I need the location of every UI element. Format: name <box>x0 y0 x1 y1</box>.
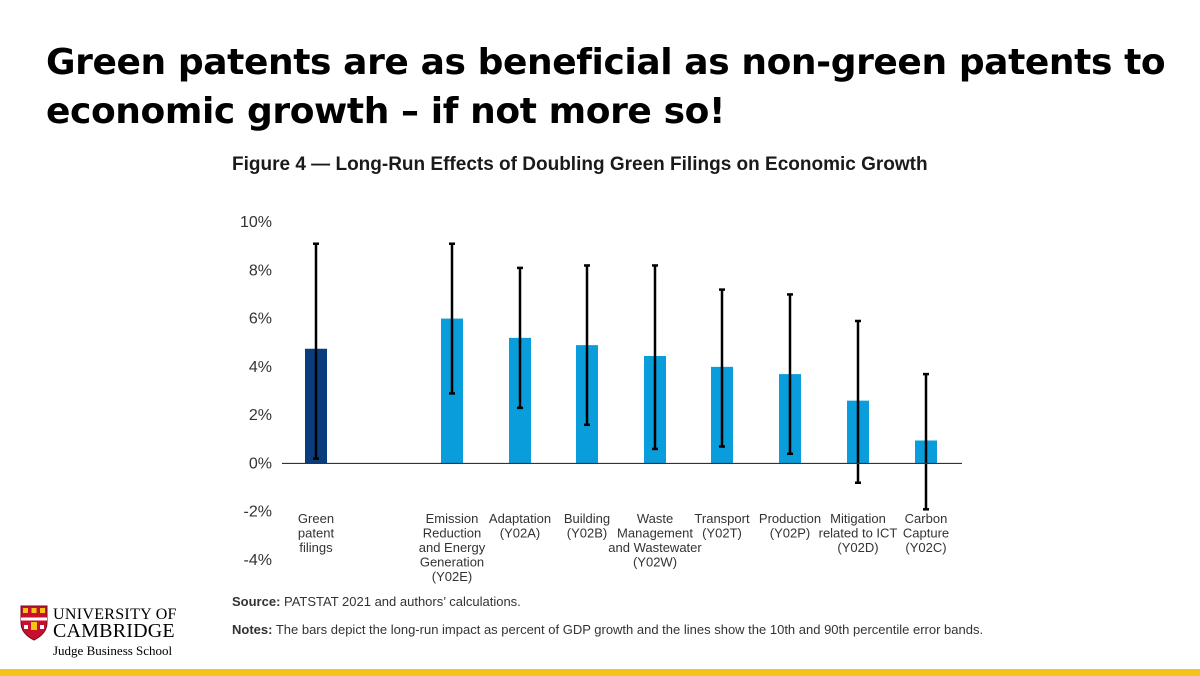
notes-note: Notes: The bars depict the long-run impa… <box>232 622 992 638</box>
x-tick-label: Building (Y02B) <box>564 511 610 541</box>
x-tick-label: Emission Reduction and Energy Generation (Y0… <box>419 511 486 584</box>
chart-title: Figure 4 — Long-Run Effects of Doubling … <box>232 154 928 175</box>
x-tick-label-line: Transport <box>694 511 750 526</box>
x-tick-label-line: (Y02D) <box>837 540 878 555</box>
y-tick-label: 0% <box>249 455 272 472</box>
y-axis: 10% 8% 6% 4% 2% 0% -2% -4% <box>240 214 272 569</box>
x-axis-labels: Green patent filings Emission Reduction and E… <box>298 511 949 584</box>
shield-icon <box>20 605 48 641</box>
x-tick-label-line: related to ICT <box>819 526 898 541</box>
x-tick-label-line: Waste <box>637 511 673 526</box>
x-tick-label-line: filings <box>299 540 333 555</box>
y-tick-label: -4% <box>244 552 272 569</box>
logo-line-2: CAMBRIDGE <box>53 620 175 642</box>
x-tick-label-line: Generation <box>420 555 484 570</box>
bottom-accent-bar <box>0 669 1200 676</box>
y-tick-label: 4% <box>249 359 272 376</box>
source-note: Source: PATSTAT 2021 and authors’ calcul… <box>232 594 992 610</box>
x-tick-label-line: and Wastewater <box>608 540 702 555</box>
y-tick-label: 10% <box>240 214 272 231</box>
x-tick-label: Adaptation (Y02A) <box>489 511 551 541</box>
x-tick-label-line: Capture <box>903 526 949 541</box>
slide-title: Green patents are as beneficial as non-g… <box>46 42 1166 132</box>
x-tick-label-line: Carbon <box>905 511 948 526</box>
x-tick-label-line: (Y02A) <box>500 526 540 541</box>
source-text: PATSTAT 2021 and authors’ calculations. <box>280 594 521 609</box>
x-tick-label-line: patent <box>298 526 335 541</box>
x-tick-label-line: Mitigation <box>830 511 886 526</box>
x-tick-label: Mitigation related to ICT (Y02D) <box>819 511 898 555</box>
notes-label: Notes: <box>232 622 273 637</box>
x-tick-label-line: Adaptation <box>489 511 551 526</box>
notes-text: The bars depict the long-run impact as p… <box>272 622 984 637</box>
x-tick-label-line: Management <box>617 526 693 541</box>
x-tick-label-line: (Y02B) <box>567 526 607 541</box>
x-tick-label-line: Emission <box>426 511 479 526</box>
y-tick-label: 8% <box>249 262 272 279</box>
x-tick-label-line: (Y02E) <box>432 569 472 584</box>
x-tick-label-line: (Y02T) <box>702 526 742 541</box>
x-tick-label-line: (Y02C) <box>905 540 946 555</box>
bars <box>305 318 937 464</box>
logo-text: UNIVERSITY OF CAMBRIDGE Judge Business S… <box>53 606 177 659</box>
bar-chart: 10% 8% 6% 4% 2% 0% -2% -4% Green patent filings Em… <box>240 214 962 584</box>
logo-line-3: Judge Business School <box>53 643 173 658</box>
y-tick-label: 2% <box>249 407 272 424</box>
x-tick-label-line: Building <box>564 511 610 526</box>
x-tick-label: Carbon Capture (Y02C) <box>903 511 949 555</box>
x-tick-label-line: (Y02W) <box>633 555 677 570</box>
x-tick-label-line: (Y02P) <box>770 526 810 541</box>
y-tick-label: -2% <box>244 504 272 521</box>
x-tick-label: Green patent filings <box>298 511 335 555</box>
x-tick-label-line: and Energy <box>419 540 486 555</box>
x-tick-label-line: Green <box>298 511 334 526</box>
error-bars <box>313 242 929 511</box>
x-tick-label-line: Production <box>759 511 821 526</box>
x-tick-label: Waste Management and Wastewater (Y02W) <box>608 511 702 570</box>
source-label: Source: <box>232 594 281 609</box>
cambridge-logo: UNIVERSITY OF CAMBRIDGE Judge Business S… <box>20 605 180 658</box>
x-tick-label: Production (Y02P) <box>759 511 821 541</box>
x-tick-label-line: Reduction <box>423 526 482 541</box>
logo-line-1: UNIVERSITY OF <box>53 606 177 623</box>
x-tick-label: Transport (Y02T) <box>694 511 750 541</box>
y-tick-label: 6% <box>249 311 272 328</box>
